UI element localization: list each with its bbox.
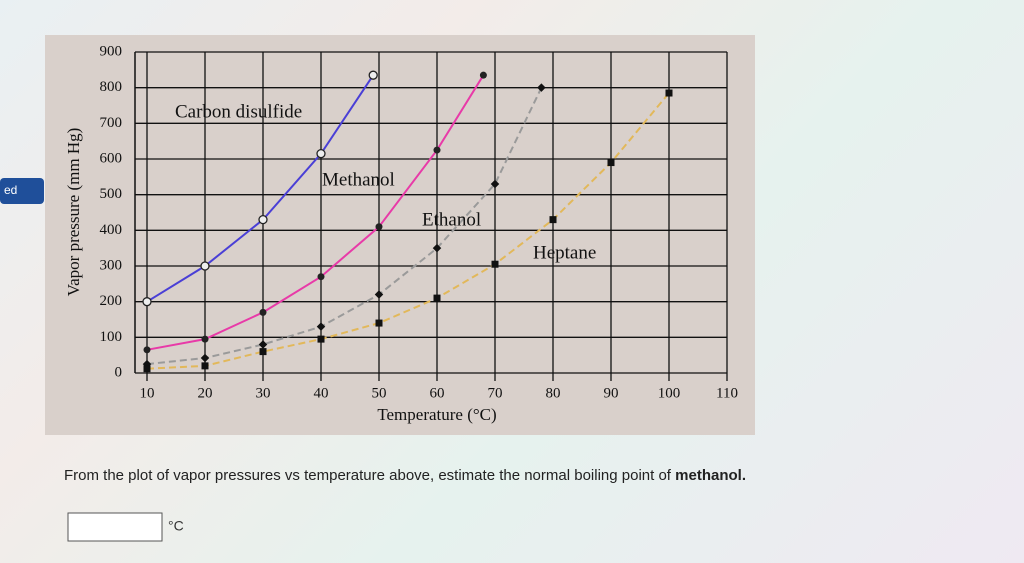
y-tick-label: 900 [100,43,123,59]
y-tick-label: 500 [100,186,123,202]
x-tick-label: 40 [314,385,329,401]
chart: 0 100 200 300 400 500 600 700 800 900 10 20 30 40 50 60… [64,43,738,423]
data-point [317,273,325,281]
y-tick-label: 100 [100,329,123,345]
y-tick-label: 200 [100,293,123,309]
data-point [259,348,267,356]
series-label: Heptane [533,242,596,263]
question-text: From the plot of vapor pressures vs temp… [64,467,675,484]
series-line [146,92,670,370]
x-tick-label: 90 [604,385,619,401]
data-point [665,89,673,97]
unit-label: °C [168,518,184,534]
x-tick-label: 10 [140,385,155,401]
series-line [146,87,543,366]
data-point [375,223,383,231]
data-point [549,216,557,224]
data-point [607,159,615,167]
x-tick-label: 60 [430,385,445,401]
data-point [368,70,378,80]
data-point [143,346,151,354]
x-tick-label: 20 [198,385,213,401]
data-point [491,260,499,268]
y-tick-label: 0 [115,364,123,380]
data-point [258,214,268,225]
data-point [374,290,384,299]
question-emphasis: methanol. [675,467,746,484]
data-point [200,261,210,271]
x-tick-label: 30 [256,385,271,401]
data-point [259,308,267,316]
data-point [200,353,210,363]
data-point [201,362,209,370]
y-tick-label: 800 [100,79,123,95]
x-tick-label: 70 [488,385,503,401]
data-point [143,365,151,373]
y-tick-label: 400 [100,222,123,238]
data-point [316,148,326,159]
x-tick-label: 110 [716,385,738,401]
series-label: Methanol [322,169,395,190]
y-tick-label: 700 [100,115,123,131]
side-tab-label: ed [4,183,17,197]
data-point [258,340,268,349]
data-point [432,243,442,253]
data-point [316,322,326,331]
x-tick-label: 100 [658,385,681,401]
question: From the plot of vapor pressures vs temp… [64,467,746,484]
data-point [433,294,441,302]
side-tab[interactable] [0,178,44,204]
data-point [375,319,383,327]
data-point [490,179,500,189]
data-point [142,297,152,307]
data-point [317,335,325,343]
series-label: Ethanol [422,209,481,230]
x-tick-label: 50 [372,385,387,401]
y-tick-label: 600 [100,150,123,166]
x-tick-label: 80 [546,385,561,401]
data-point [433,146,441,154]
data-point [201,335,209,343]
data-point [479,71,487,79]
chart-image [45,35,755,435]
x-axis-label: Temperature (°C) [377,405,496,424]
series-label: Carbon disulfide [175,101,302,122]
y-tick-label: 300 [100,257,123,273]
answer-input[interactable] [67,512,163,542]
y-axis-label: Vapor pressure (mm Hg) [64,128,83,297]
